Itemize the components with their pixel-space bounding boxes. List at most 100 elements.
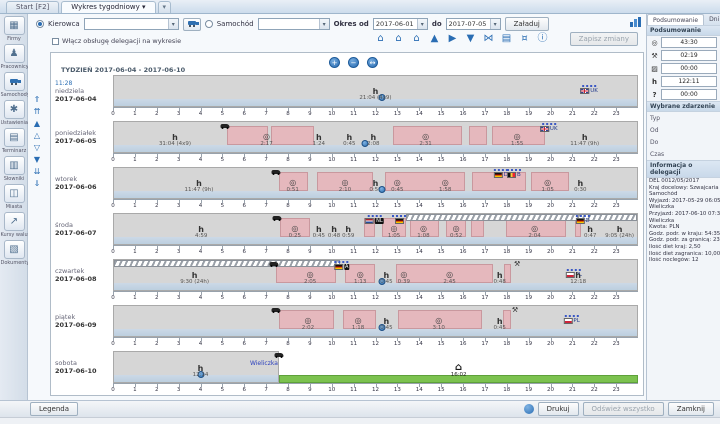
rest-event[interactable]: h 0:47 bbox=[584, 226, 596, 240]
zoom-fit-button[interactable]: ↔ bbox=[367, 57, 378, 68]
period-to-datepicker[interactable]: 2017-07-05 ▾ bbox=[445, 18, 501, 30]
rest-event[interactable]: h 12:18 bbox=[570, 272, 586, 286]
sidebar-item-truck[interactable]: Samochody bbox=[1, 72, 28, 98]
border-crossing-event[interactable]: B bbox=[506, 169, 521, 178]
rest-event[interactable]: h 0:45 bbox=[380, 318, 392, 332]
day-band[interactable]: h 12:14 Wieliczka ⌂ 16:02 bbox=[113, 351, 638, 383]
home-end-icon[interactable]: ⌂ bbox=[413, 33, 420, 44]
driver-radio[interactable] bbox=[36, 20, 44, 28]
activity-block[interactable] bbox=[531, 172, 570, 191]
chevron-down-icon[interactable]: ▾ bbox=[489, 19, 500, 29]
chevron-down-icon[interactable]: ▾ bbox=[167, 19, 178, 29]
arrival-home-event[interactable]: ⌂ 16:02 bbox=[451, 363, 467, 379]
rest-event[interactable]: h 31:04 (4x9) bbox=[159, 134, 191, 148]
border-crossing-event[interactable]: UK bbox=[580, 85, 598, 94]
driving-event[interactable]: ◎ 0:45 bbox=[391, 179, 403, 194]
vehicle-radio[interactable] bbox=[204, 20, 213, 28]
rest-event[interactable]: h 11:47 (9h) bbox=[185, 180, 214, 194]
sidebar-item-trend[interactable]: ↗ Kursy walut bbox=[1, 212, 28, 238]
refresh-all-button[interactable]: Odśwież wszystko bbox=[582, 402, 664, 416]
sidebar-item-gear[interactable]: ✱ Ustawienia bbox=[1, 100, 28, 126]
activity-block[interactable] bbox=[316, 172, 374, 191]
vehicle-search-button[interactable] bbox=[182, 17, 201, 31]
chevron-down-icon[interactable]: ▾ bbox=[416, 19, 427, 29]
rest-event[interactable]: h 9:05 (24h) bbox=[605, 226, 634, 240]
day-band[interactable]: h 21:04 (4x9) UK bbox=[113, 75, 638, 107]
print-preview-icon[interactable] bbox=[523, 404, 534, 414]
legend-button[interactable]: Legenda bbox=[30, 402, 79, 416]
border-crossing-event[interactable] bbox=[392, 215, 407, 224]
driving-event[interactable]: ◎ 2:31 bbox=[419, 133, 431, 148]
activity-block[interactable] bbox=[342, 310, 376, 329]
tab-0[interactable]: Start [F2] bbox=[6, 1, 60, 13]
rest-event[interactable]: h 0:45 bbox=[313, 226, 325, 240]
vehicle-start-event[interactable] bbox=[269, 261, 279, 269]
home-mid-icon[interactable]: ⌂ bbox=[395, 33, 402, 44]
activity-block[interactable] bbox=[492, 126, 546, 145]
driving-event[interactable]: ◎ 1:08 bbox=[417, 225, 429, 240]
day-band[interactable]: ◎ 2:02 ◎ 1:18 h 0:45 ◎ 3:10 h 0:45 ⚒ PL bbox=[113, 305, 638, 337]
chevron-down-icon[interactable]: ▾ bbox=[318, 19, 329, 29]
vehicle-start-event[interactable] bbox=[274, 352, 284, 360]
sidebar-item-person[interactable]: ♟ Pracownicy bbox=[1, 44, 28, 70]
day-marker[interactable] bbox=[378, 324, 386, 331]
activity-block[interactable] bbox=[469, 126, 487, 145]
day-marker[interactable] bbox=[197, 371, 204, 378]
home-start-icon[interactable]: ⌂ bbox=[377, 33, 384, 44]
activity-block[interactable] bbox=[279, 218, 311, 237]
sidebar-item-notebook[interactable]: ▤ Terminarz bbox=[1, 128, 27, 154]
rest-event[interactable]: h 0:45 bbox=[343, 134, 355, 148]
activity-block[interactable] bbox=[278, 172, 308, 191]
driving-event[interactable]: ◎ 0:51 bbox=[287, 179, 299, 194]
rest-event[interactable]: h 21:04 (4x9) bbox=[359, 88, 391, 102]
rest-event[interactable]: h 2:08 bbox=[367, 134, 379, 148]
panel-tab-1[interactable]: Dni bbox=[709, 16, 720, 23]
collapse-up-icon[interactable]: ▲ bbox=[430, 33, 439, 44]
info-icon[interactable]: ⓘ bbox=[537, 33, 548, 44]
driving-event[interactable]: ◎ 0:39 bbox=[398, 271, 410, 286]
save-changes-button[interactable]: Zapisz zmiany bbox=[569, 32, 638, 46]
activity-block[interactable] bbox=[396, 264, 494, 283]
work-event[interactable]: ⚒ bbox=[512, 307, 518, 314]
rest-event[interactable]: h 0:48 bbox=[494, 272, 506, 286]
driving-event[interactable]: ◎ 2:45 bbox=[443, 271, 455, 286]
rest-event[interactable]: h 12:14 bbox=[193, 365, 209, 379]
day-band[interactable]: h 11:47 (9h) ◎ 0:51 ◎ 2:10 h 0:50 ◎ 0:45 ◎ 1:58 D B ◎ 1… bbox=[113, 167, 638, 199]
driving-event[interactable]: ◎ 1:18 bbox=[352, 317, 364, 332]
day-marker[interactable] bbox=[378, 94, 386, 101]
rest-event[interactable]: h 9:30 (24h) bbox=[180, 272, 209, 286]
driving-event[interactable]: ◎ 2:10 bbox=[339, 179, 351, 194]
rest-event[interactable]: h 4:59 bbox=[195, 226, 207, 240]
driving-event[interactable]: ◎ 1:05 bbox=[541, 179, 553, 194]
rest-event[interactable]: h 0:45 bbox=[494, 318, 506, 332]
sidebar-item-ledger[interactable]: ▥ Słowniki bbox=[1, 156, 27, 182]
load-button[interactable]: Załaduj bbox=[504, 17, 549, 31]
sidebar-item-building[interactable]: ◫ Miasta bbox=[1, 184, 27, 210]
day-marker[interactable] bbox=[361, 140, 369, 147]
activity-block[interactable] bbox=[270, 126, 315, 145]
scroll-arrow-0[interactable]: ⇑ bbox=[33, 95, 41, 104]
driving-event[interactable]: ◎ 3:10 bbox=[433, 317, 445, 332]
zoom-in-button[interactable]: + bbox=[329, 57, 340, 68]
activity-block[interactable] bbox=[227, 126, 268, 145]
activity-block[interactable] bbox=[392, 126, 462, 145]
border-crossing-event[interactable]: PL bbox=[563, 315, 580, 324]
scroll-arrow-7[interactable]: ⇓ bbox=[33, 179, 41, 188]
events-list-icon[interactable]: ▤ bbox=[501, 33, 512, 44]
rest-event[interactable]: h 0:50 bbox=[369, 180, 381, 194]
border-crossing-event[interactable]: A bbox=[334, 261, 350, 270]
rest-event[interactable]: h 0:45 bbox=[380, 272, 392, 286]
driver-combobox[interactable]: ▾ bbox=[83, 18, 179, 30]
tab-1[interactable]: Wykres tygodniowy ▾ bbox=[61, 1, 156, 13]
rest-event[interactable]: h 11:47 (9h) bbox=[570, 134, 599, 148]
vehicle-start-event[interactable] bbox=[272, 215, 282, 223]
activity-block[interactable] bbox=[398, 310, 483, 329]
tab-2[interactable]: ▾ bbox=[157, 1, 172, 13]
driving-event[interactable]: ◎ 2:05 bbox=[304, 271, 316, 286]
rest-event[interactable]: h 0:30 bbox=[574, 180, 586, 194]
vehicle-start-event[interactable] bbox=[271, 169, 281, 177]
close-button[interactable]: Zamknij bbox=[667, 402, 714, 416]
panel-tab-0[interactable]: Podsumowanie bbox=[647, 14, 705, 25]
scroll-arrow-3[interactable]: △ bbox=[33, 131, 41, 140]
vehicle-start-event[interactable] bbox=[271, 307, 281, 315]
